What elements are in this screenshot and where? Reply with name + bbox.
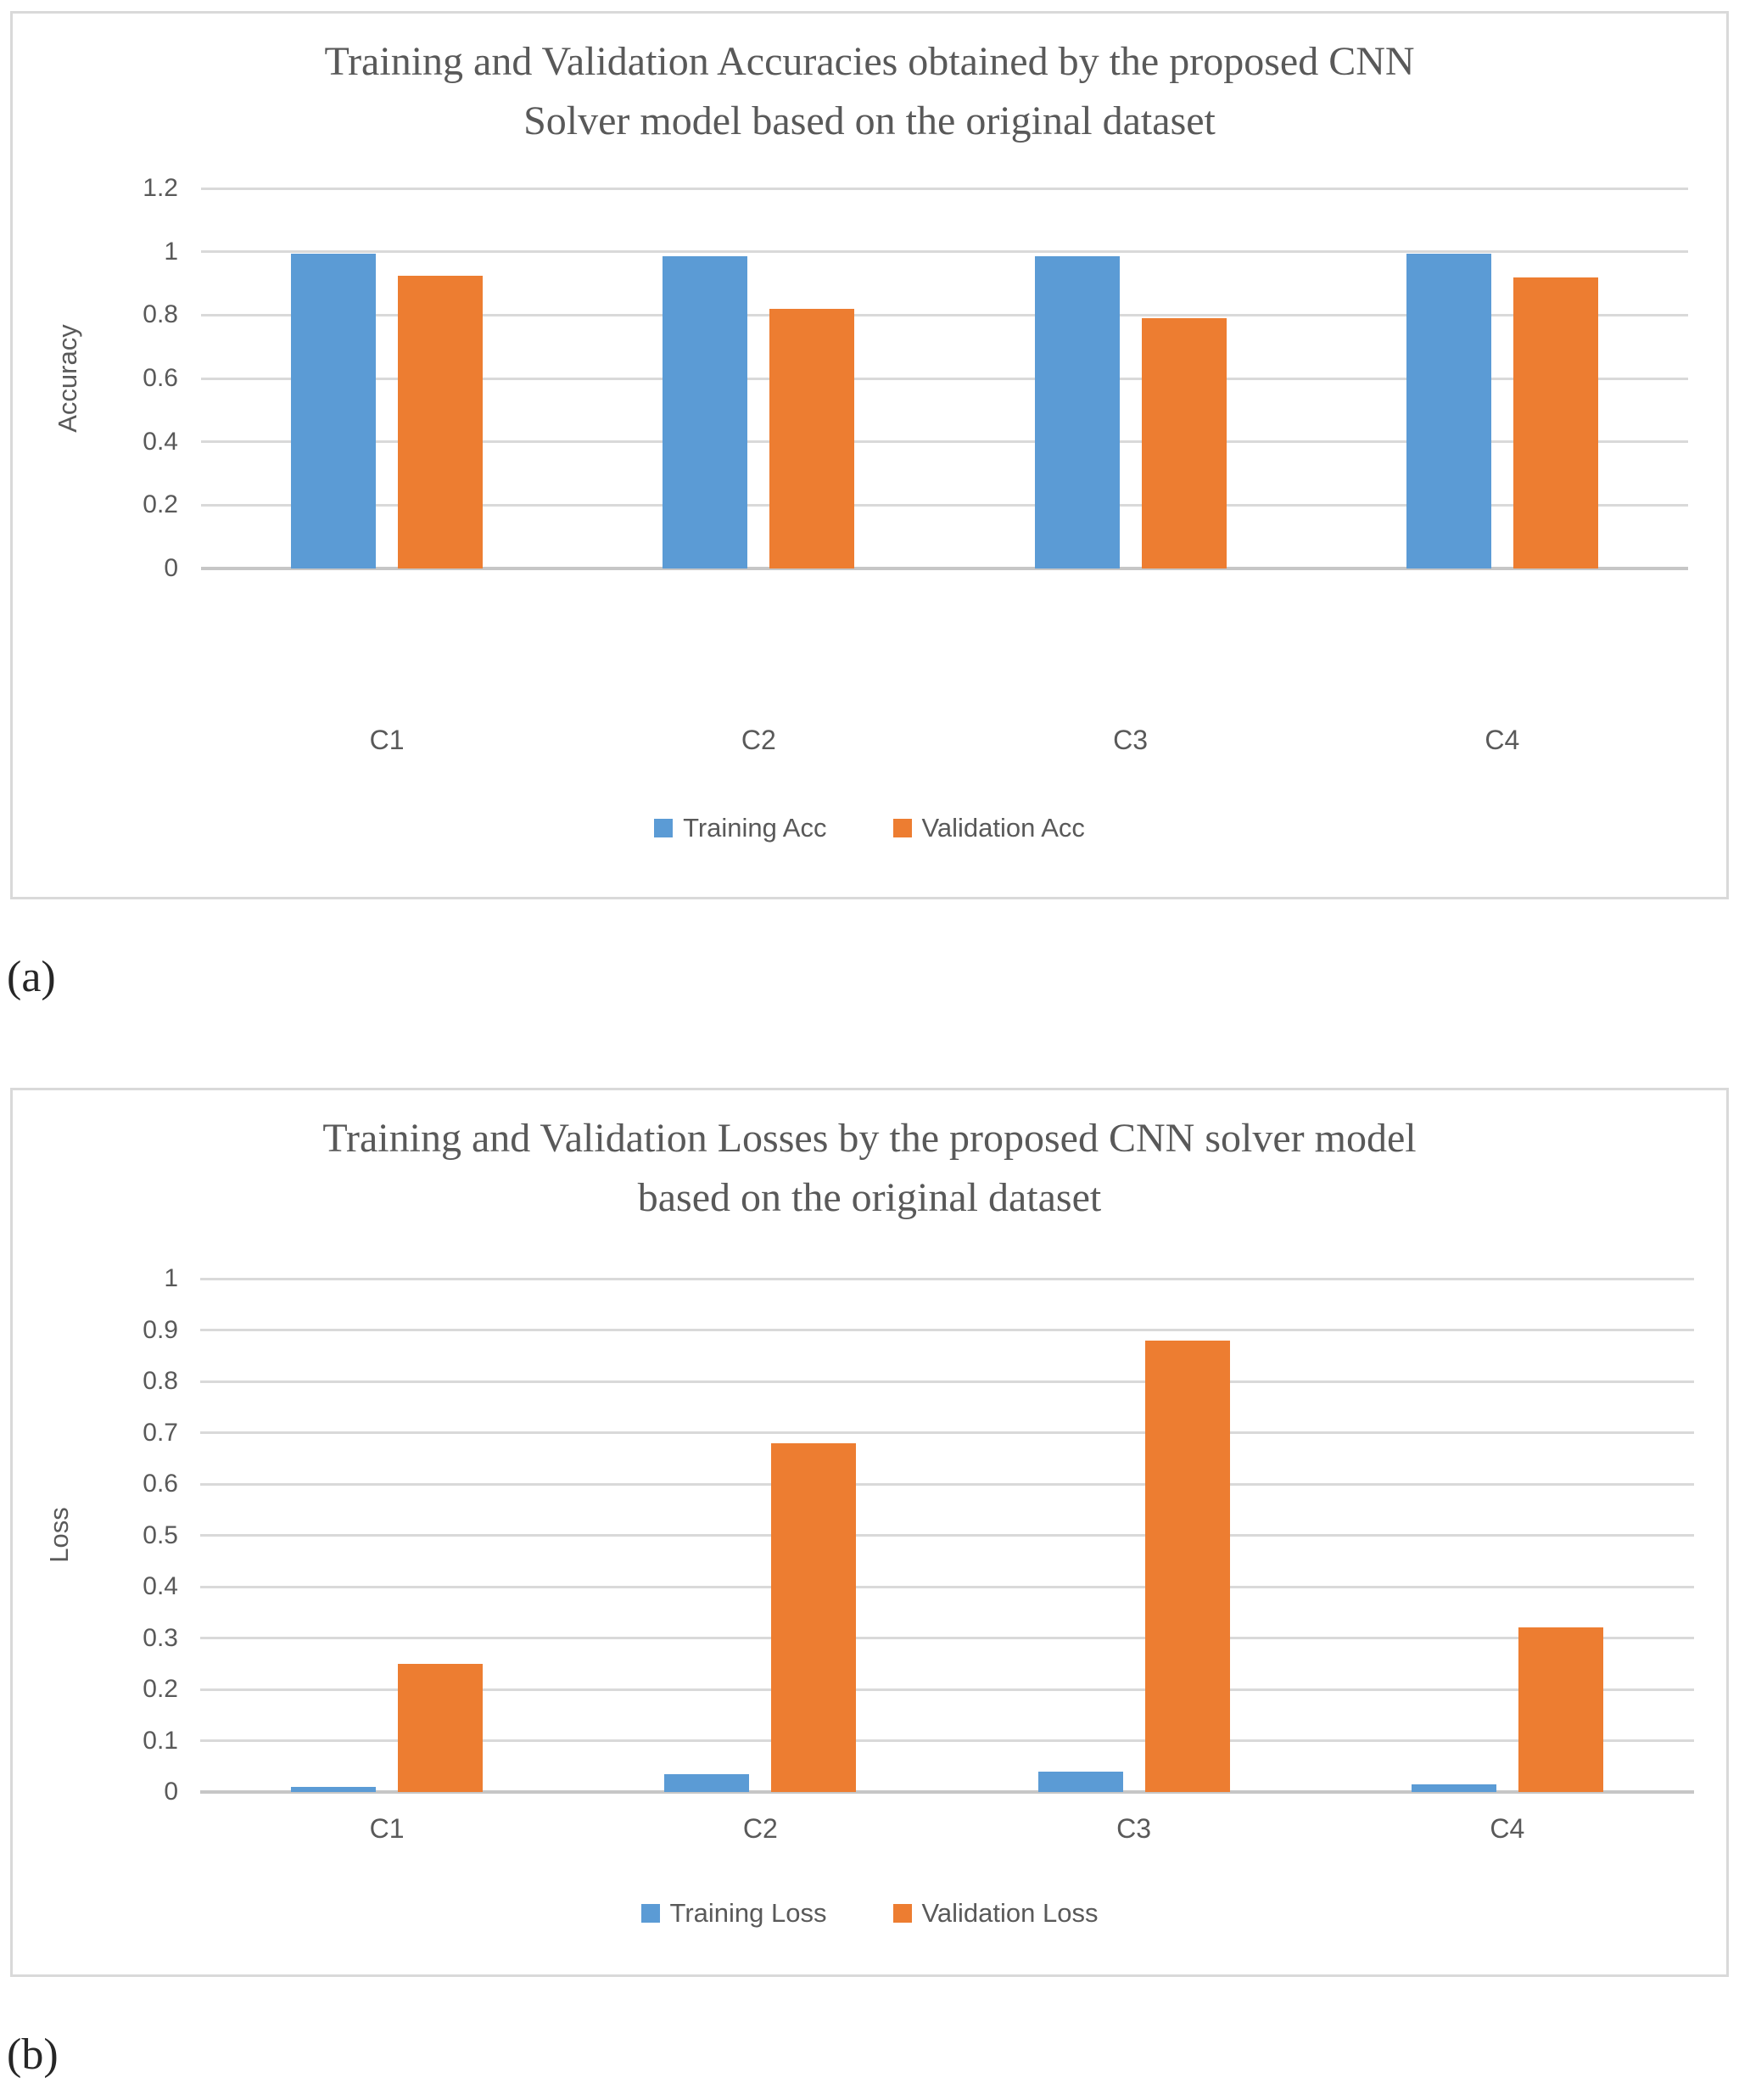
category-label-c1: C1 [369,1813,405,1844]
chart-b-legend: Training Loss Validation Loss [13,1898,1726,1929]
gridline-0.6 [200,1482,1694,1486]
panel-chart-b: Training and Validation Losses by the pr… [10,1088,1729,1977]
category-label-c3: C3 [1113,725,1149,755]
validation-acc-legend-label: Validation Acc [921,813,1085,843]
legend-item-training-acc: Training Acc [654,813,827,843]
training-loss-legend-label: Training Loss [669,1898,827,1928]
y-tick-label-1: 1 [164,237,178,266]
y-tick-label-0: 0 [164,1778,178,1806]
gridline-1 [201,250,1688,254]
training-acc-legend-swatch [654,819,674,837]
y-tick-label-0.6: 0.6 [143,1470,178,1498]
y-tick-label-0.8: 0.8 [143,1367,178,1395]
bar-training-loss-c1 [291,1786,377,1792]
bar-validation-loss-c1 [398,1663,484,1792]
chart-a-legend: Training Acc Validation Acc [13,813,1726,843]
bar-training-acc-c4 [1406,253,1491,568]
gridline-1.2 [201,187,1688,190]
bar-validation-acc-c4 [1513,277,1598,568]
gridline-0 [200,1789,1694,1794]
chart-a-title-line1: Training and Validation Accuracies obtai… [324,39,1415,84]
y-tick-label-1: 1 [164,1264,178,1292]
y-tick-label-0.4: 0.4 [143,1572,178,1600]
training-acc-legend-label: Training Acc [683,813,827,843]
gridline-0.8 [200,1380,1694,1383]
gridline-0.6 [201,377,1688,380]
bar-validation-loss-c4 [1518,1627,1603,1792]
training-loss-legend-swatch [640,1904,660,1923]
y-tick-label-0.3: 0.3 [143,1623,178,1652]
bar-validation-acc-c1 [398,275,484,568]
chart-b-category-labels: C1 C2 C3 C4 [200,1812,1694,1845]
y-tick-label-0.7: 0.7 [143,1418,178,1447]
subfigure-label-b: (b) [7,2030,59,2079]
y-tick-label-0.8: 0.8 [143,300,178,329]
gridline-0 [201,566,1688,570]
chart-a-title: Training and Validation Accuracies obtai… [13,32,1726,150]
gridline-0.3 [200,1637,1694,1639]
bar-validation-acc-c3 [1141,318,1227,568]
bar-validation-loss-c2 [771,1442,857,1792]
validation-loss-legend-swatch [892,1904,912,1923]
legend-item-validation-loss: Validation Loss [892,1898,1099,1929]
gridline-1 [200,1277,1694,1280]
gridline-0.9 [200,1329,1694,1331]
y-tick-label-0.1: 0.1 [143,1726,178,1755]
bar-training-acc-c2 [663,256,748,568]
bar-training-loss-c4 [1411,1784,1496,1792]
bar-validation-loss-c3 [1144,1340,1230,1792]
y-tick-label-0.5: 0.5 [143,1520,178,1549]
y-tick-label-0: 0 [164,554,178,582]
validation-acc-legend-swatch [892,819,912,837]
chart-b-y-tick-labels: 1 0.9 0.8 0.7 0.6 0.5 0.4 0.3 0.2 0.1 0 [59,1264,178,1806]
category-label-c2: C2 [742,1813,778,1844]
y-tick-label-0.2: 0.2 [143,490,178,519]
bar-training-acc-c1 [291,253,377,568]
y-tick-label-0.2: 0.2 [143,1675,178,1703]
category-label-c4: C4 [1490,1813,1525,1844]
chart-b-title-line1: Training and Validation Losses by the pr… [322,1116,1417,1161]
gridline-0.4 [200,1585,1694,1588]
chart-a-y-tick-labels: 1.2 1 0.8 0.6 0.4 0.2 0 [59,174,178,582]
chart-b-plot-area [200,1277,1694,1794]
chart-a-title-line2: Solver model based on the original datas… [523,98,1216,143]
bar-training-acc-c3 [1034,256,1120,568]
gridline-0.7 [200,1431,1694,1434]
category-label-c3: C3 [1116,1813,1152,1844]
legend-item-training-loss: Training Loss [640,1898,827,1929]
gridline-0.1 [200,1739,1694,1742]
category-label-c4: C4 [1485,725,1520,755]
subfigure-label-a: (a) [7,953,56,1001]
category-label-c1: C1 [369,725,405,755]
gridline-0.2 [201,503,1688,507]
bar-training-loss-c2 [664,1773,750,1792]
validation-loss-legend-label: Validation Loss [921,1898,1099,1928]
gridline-0.4 [201,440,1688,444]
y-tick-label-0.4: 0.4 [143,427,178,456]
chart-a-plot-area [201,187,1688,570]
category-label-c2: C2 [741,725,776,755]
panel-chart-a: Training and Validation Accuracies obtai… [10,11,1729,899]
bar-validation-acc-c2 [769,308,855,568]
chart-a-category-labels: C1 C2 C3 C4 [201,723,1688,757]
gridline-0.2 [200,1688,1694,1691]
y-tick-label-0.6: 0.6 [143,364,178,392]
chart-b-title: Training and Validation Losses by the pr… [13,1109,1726,1227]
chart-b-title-line2: based on the original dataset [637,1174,1102,1220]
gridline-0.5 [200,1534,1694,1537]
bar-training-loss-c3 [1037,1771,1123,1792]
y-tick-label-0.9: 0.9 [143,1315,178,1344]
gridline-0.8 [201,313,1688,316]
legend-item-validation-acc: Validation Acc [892,813,1085,843]
y-tick-label-1.2: 1.2 [143,174,178,202]
